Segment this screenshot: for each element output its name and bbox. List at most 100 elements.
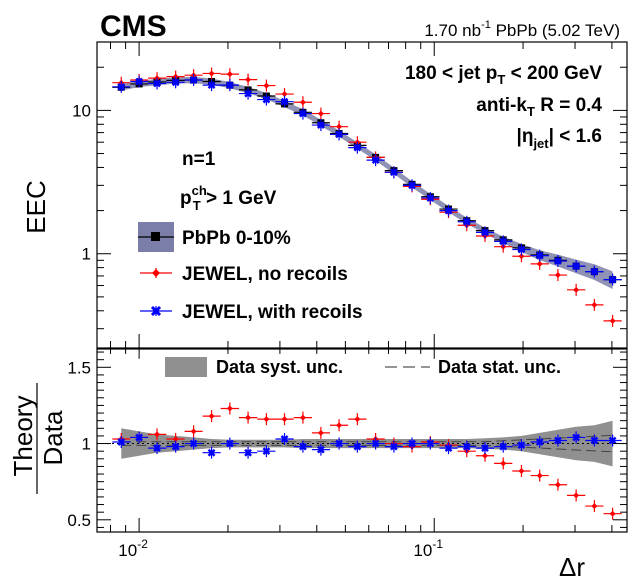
jewel-with-recoils-point	[590, 267, 599, 276]
ratio-jewel-no-recoils-point	[281, 416, 288, 423]
ratio-jewel-no-recoils-point	[190, 428, 197, 435]
ratio-jewel-no-recoils-point	[518, 468, 525, 474]
legend-stat-label: Data stat. unc.	[438, 357, 561, 377]
y-tick-label-bottom: 1	[82, 435, 91, 454]
x-axis-label: Δr	[559, 552, 585, 580]
legend-syst-label: Data syst. unc.	[216, 357, 343, 377]
jet-algorithm-label: anti-kT R = 0.4	[476, 95, 602, 119]
jewel-with-recoils-point	[189, 76, 198, 84]
track-pt-cut-label: pch T > 1 GeV	[180, 183, 277, 213]
jewel-with-recoils-point	[244, 89, 252, 98]
y-tick-label-top: 10	[72, 101, 91, 120]
ratio-jewel-no-recoils-point	[263, 416, 270, 423]
y-tick-label-top: 1	[82, 245, 91, 264]
y-axis-label-top: EEC	[21, 180, 51, 233]
ratio-jewel-no-recoils-point	[354, 416, 361, 423]
ratio-jewel-no-recoils-point	[536, 472, 543, 479]
ratio-jewel-no-recoils-point	[336, 422, 343, 429]
ratio-jewel-with-recoils-point	[499, 442, 508, 451]
jewel-with-recoils-point	[517, 245, 526, 254]
ratio-jewel-no-recoils-point	[245, 414, 252, 421]
ratio-jewel-with-recoils-point	[371, 439, 380, 448]
ratio-jewel-no-recoils-point	[481, 452, 488, 459]
data-stat-lower	[121, 444, 613, 453]
ratio-jewel-with-recoils-point	[207, 448, 216, 457]
legend-jewel-no-marker	[152, 269, 160, 277]
jewel-with-recoils-point	[225, 81, 234, 90]
jewel-with-recoils-point	[171, 78, 180, 87]
legend-syst-swatch	[165, 357, 207, 377]
ratio-jewel-no-recoils-point	[226, 405, 233, 412]
ratio-jewel-no-recoils-point	[208, 413, 215, 420]
jewel-with-recoils-point	[572, 262, 581, 270]
data-stat-upper	[121, 434, 613, 443]
jewel-with-recoils-point	[426, 194, 435, 202]
ratio-jewel-no-recoils-point	[172, 435, 179, 442]
ratio-jewel-no-recoils-point	[573, 492, 580, 499]
ratio-jewel-with-recoils-point	[335, 439, 343, 448]
jewel-no-recoils-point	[336, 123, 343, 130]
legend-top: PbPb 0-10% JEWEL, no recoils JEWEL, with…	[138, 222, 363, 323]
jewel-with-recoils-point	[280, 97, 289, 106]
y-axis-label-bottom-denominator: Data	[38, 410, 68, 465]
jewel-no-recoils-point	[554, 272, 561, 279]
jewel-no-recoils-point	[226, 71, 233, 78]
legend-bottom: Data syst. unc. Data stat. unc.	[165, 357, 561, 377]
jewel-with-recoils-point	[499, 237, 508, 246]
x-tick-label: 10-2	[118, 537, 148, 560]
ratio-jewel-no-recoils-point	[609, 510, 616, 517]
x-tick-label: 10-1	[413, 537, 443, 560]
jewel-no-recoils-point	[591, 301, 598, 308]
ratio-jewel-with-recoils-point	[554, 436, 562, 445]
ratio-jewel-with-recoils-point	[444, 444, 453, 453]
ratio-jewel-no-recoils-point	[317, 429, 324, 436]
ratio-jewel-no-recoils-point	[154, 431, 161, 438]
jewel-no-recoils-point	[208, 70, 215, 77]
jewel-no-recoils-point	[609, 317, 616, 324]
jewel-with-recoils-point	[408, 181, 416, 190]
ratio-jewel-with-recoils-point	[535, 438, 544, 446]
jewel-with-recoils-point	[353, 143, 362, 152]
ratio-jewel-with-recoils-point	[153, 444, 161, 453]
top-frame	[96, 41, 628, 349]
jewel-with-recoils-point	[390, 168, 398, 177]
legend-data-label: PbPb 0-10%	[182, 228, 291, 249]
jewel-with-recoils-point	[444, 206, 453, 215]
jewel-no-recoils-point	[245, 76, 252, 83]
jewel-no-recoils-point	[536, 260, 543, 267]
jewel-no-recoils-point	[573, 286, 580, 293]
jewel-no-recoils-point	[281, 91, 288, 98]
legend-jewel-with-label: JEWEL, with recoils	[182, 302, 363, 323]
ratio-jewel-with-recoils-point	[462, 442, 471, 451]
jewel-with-recoils-point	[135, 77, 143, 86]
jewel-no-recoils-point	[263, 82, 270, 89]
y-tick-label-bottom: 0.5	[67, 511, 91, 530]
bottom-panel: 10-2 10-1 0.5 1 1.5	[67, 348, 628, 560]
jewel-with-recoils-point	[153, 79, 161, 88]
ratio-jewel-with-recoils-point	[481, 444, 489, 453]
jewel-with-recoils-point	[299, 109, 307, 118]
eta-cut-label: |ηjet| < 1.6	[517, 126, 602, 151]
legend-jewel-with-marker	[150, 305, 162, 317]
luminosity-label: 1.70 nb-1 PbPb (5.02 TeV)	[424, 19, 620, 40]
jewel-with-recoils-point	[554, 257, 562, 265]
jewel-no-recoils-point	[518, 253, 525, 260]
jewel-with-recoils-point	[316, 121, 325, 129]
ratio-jewel-with-recoils-point	[426, 439, 435, 448]
ratio-jewel-no-recoils-point	[554, 481, 561, 488]
ratio-jewel-with-recoils-point	[171, 442, 180, 451]
ratio-jewel-with-recoils-point	[244, 448, 252, 457]
ratio-jewel-with-recoils-point	[572, 433, 581, 442]
ratio-jewel-with-recoils-point	[189, 439, 198, 448]
ratio-jewel-with-recoils-point	[590, 436, 599, 445]
ratio-jewel-no-recoils-point	[299, 414, 306, 421]
ratio-jewel-no-recoils-point	[500, 460, 507, 467]
ratio-jewel-with-recoils-point	[135, 433, 143, 442]
y-axis-label-bottom-numerator: Theory	[8, 396, 38, 477]
top-panel: 1 10	[72, 41, 628, 349]
ratio-jewel-with-recoils-point	[316, 445, 325, 454]
bottom-frame	[96, 348, 628, 533]
jewel-no-recoils-point	[317, 110, 324, 117]
ratio-jewel-with-recoils-point	[390, 442, 398, 451]
legend-data-marker	[151, 232, 160, 241]
